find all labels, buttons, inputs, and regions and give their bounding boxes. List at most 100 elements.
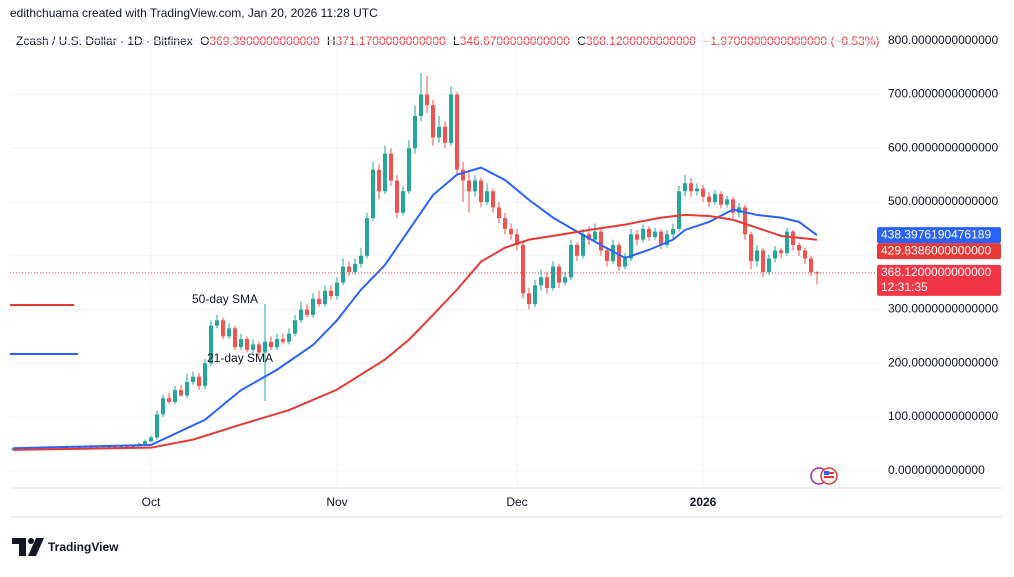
y-tick-label: 800.0000000000000 bbox=[888, 33, 998, 47]
candle-body bbox=[515, 234, 519, 246]
candle-body bbox=[461, 169, 465, 181]
candle-body bbox=[233, 328, 237, 348]
candle-body bbox=[785, 231, 789, 254]
sma-annotation: 50-day SMA bbox=[192, 292, 258, 306]
candle-body bbox=[467, 180, 471, 192]
candle-body bbox=[269, 341, 273, 348]
candle-body bbox=[497, 207, 501, 219]
candle-body bbox=[359, 255, 363, 264]
candle-body bbox=[419, 94, 423, 117]
sma-annotation: 21-day SMA bbox=[207, 351, 273, 365]
candle-body bbox=[437, 126, 441, 138]
candle-body bbox=[317, 298, 321, 305]
candle-body bbox=[551, 266, 555, 289]
y-tick-label: 700.0000000000000 bbox=[888, 87, 998, 101]
candle-body bbox=[593, 231, 597, 240]
candle-body bbox=[395, 180, 399, 213]
candle-body bbox=[599, 231, 603, 251]
candle-body bbox=[809, 258, 813, 273]
candle-body bbox=[425, 94, 429, 106]
candle-body bbox=[287, 333, 291, 342]
candle-body bbox=[653, 231, 657, 237]
candle-body bbox=[647, 228, 651, 237]
candle-body bbox=[389, 153, 393, 181]
candle-body bbox=[335, 282, 339, 297]
y-tick-label: 200.0000000000000 bbox=[888, 355, 998, 369]
candle-body bbox=[107, 446, 111, 448]
candle-body bbox=[257, 344, 261, 353]
price-tag-label: 438.3976190476189 bbox=[881, 227, 991, 241]
candle-body bbox=[293, 320, 297, 334]
candle-body bbox=[161, 398, 165, 415]
y-tick-label: 500.0000000000000 bbox=[888, 194, 998, 208]
candle-body bbox=[611, 245, 615, 262]
candle-body bbox=[377, 169, 381, 192]
candle-body bbox=[719, 193, 723, 205]
candle-body bbox=[749, 234, 753, 262]
candle-body bbox=[353, 263, 357, 272]
candle-body bbox=[623, 258, 627, 267]
x-tick-label: Nov bbox=[326, 495, 347, 509]
candle-body bbox=[239, 339, 243, 348]
candle-body bbox=[155, 414, 159, 438]
price-tag-label: 429.8386000000000 bbox=[881, 243, 991, 257]
candle-body bbox=[707, 196, 711, 203]
candle-body bbox=[215, 320, 219, 326]
candle-body bbox=[629, 234, 633, 259]
candle-body bbox=[803, 250, 807, 259]
candle-body bbox=[149, 437, 153, 442]
candle-body bbox=[587, 234, 591, 240]
candle-body bbox=[635, 234, 639, 240]
candle-body bbox=[743, 207, 747, 235]
candle-body bbox=[401, 191, 405, 213]
candle-body bbox=[569, 245, 573, 278]
candle-body bbox=[659, 231, 663, 246]
countdown: 12:31:35 bbox=[881, 280, 928, 294]
candle-body bbox=[131, 446, 135, 448]
sma-line bbox=[12, 213, 818, 451]
flag-icons bbox=[810, 467, 838, 485]
candle-body bbox=[509, 228, 513, 235]
candle-body bbox=[443, 126, 447, 143]
candle-body bbox=[695, 188, 699, 192]
sma-line bbox=[12, 166, 818, 450]
candle-body bbox=[197, 376, 201, 386]
price-tag bbox=[877, 227, 1001, 244]
candle-body bbox=[329, 290, 333, 297]
candle-body bbox=[173, 390, 177, 402]
candle-body bbox=[779, 250, 783, 254]
y-tick-label: 600.0000000000000 bbox=[888, 140, 998, 154]
candle-body bbox=[125, 446, 129, 448]
candle-body bbox=[143, 441, 147, 444]
candle-body bbox=[575, 245, 579, 256]
price-tag bbox=[877, 264, 1001, 296]
logo: TradingView bbox=[12, 538, 119, 556]
candle-body bbox=[701, 188, 705, 197]
candle-body bbox=[677, 191, 681, 229]
candle-body bbox=[479, 180, 483, 203]
candle-body bbox=[281, 339, 285, 342]
y-tick-label: 100.0000000000000 bbox=[888, 409, 998, 423]
candle-body bbox=[605, 250, 609, 262]
candle-body bbox=[671, 228, 675, 235]
candle-body bbox=[725, 199, 729, 205]
candle-body bbox=[323, 290, 327, 305]
candle-body bbox=[407, 148, 411, 192]
candle-body bbox=[245, 339, 249, 350]
x-tick-label: 2026 bbox=[690, 495, 717, 509]
candle-body bbox=[713, 193, 717, 203]
candle-body bbox=[191, 376, 195, 383]
candle-body bbox=[221, 320, 225, 337]
candle-body bbox=[491, 191, 495, 208]
candle-body bbox=[251, 344, 255, 350]
brand: TradingView bbox=[48, 540, 119, 554]
candle-body bbox=[275, 339, 279, 348]
candle-body bbox=[227, 328, 231, 337]
credit: edithchuama created with TradingView.com… bbox=[10, 6, 378, 20]
candle-body bbox=[185, 382, 189, 396]
candle-body bbox=[767, 258, 771, 272]
candle-body bbox=[347, 266, 351, 272]
candle-body bbox=[521, 245, 525, 294]
candle-body bbox=[503, 218, 507, 229]
